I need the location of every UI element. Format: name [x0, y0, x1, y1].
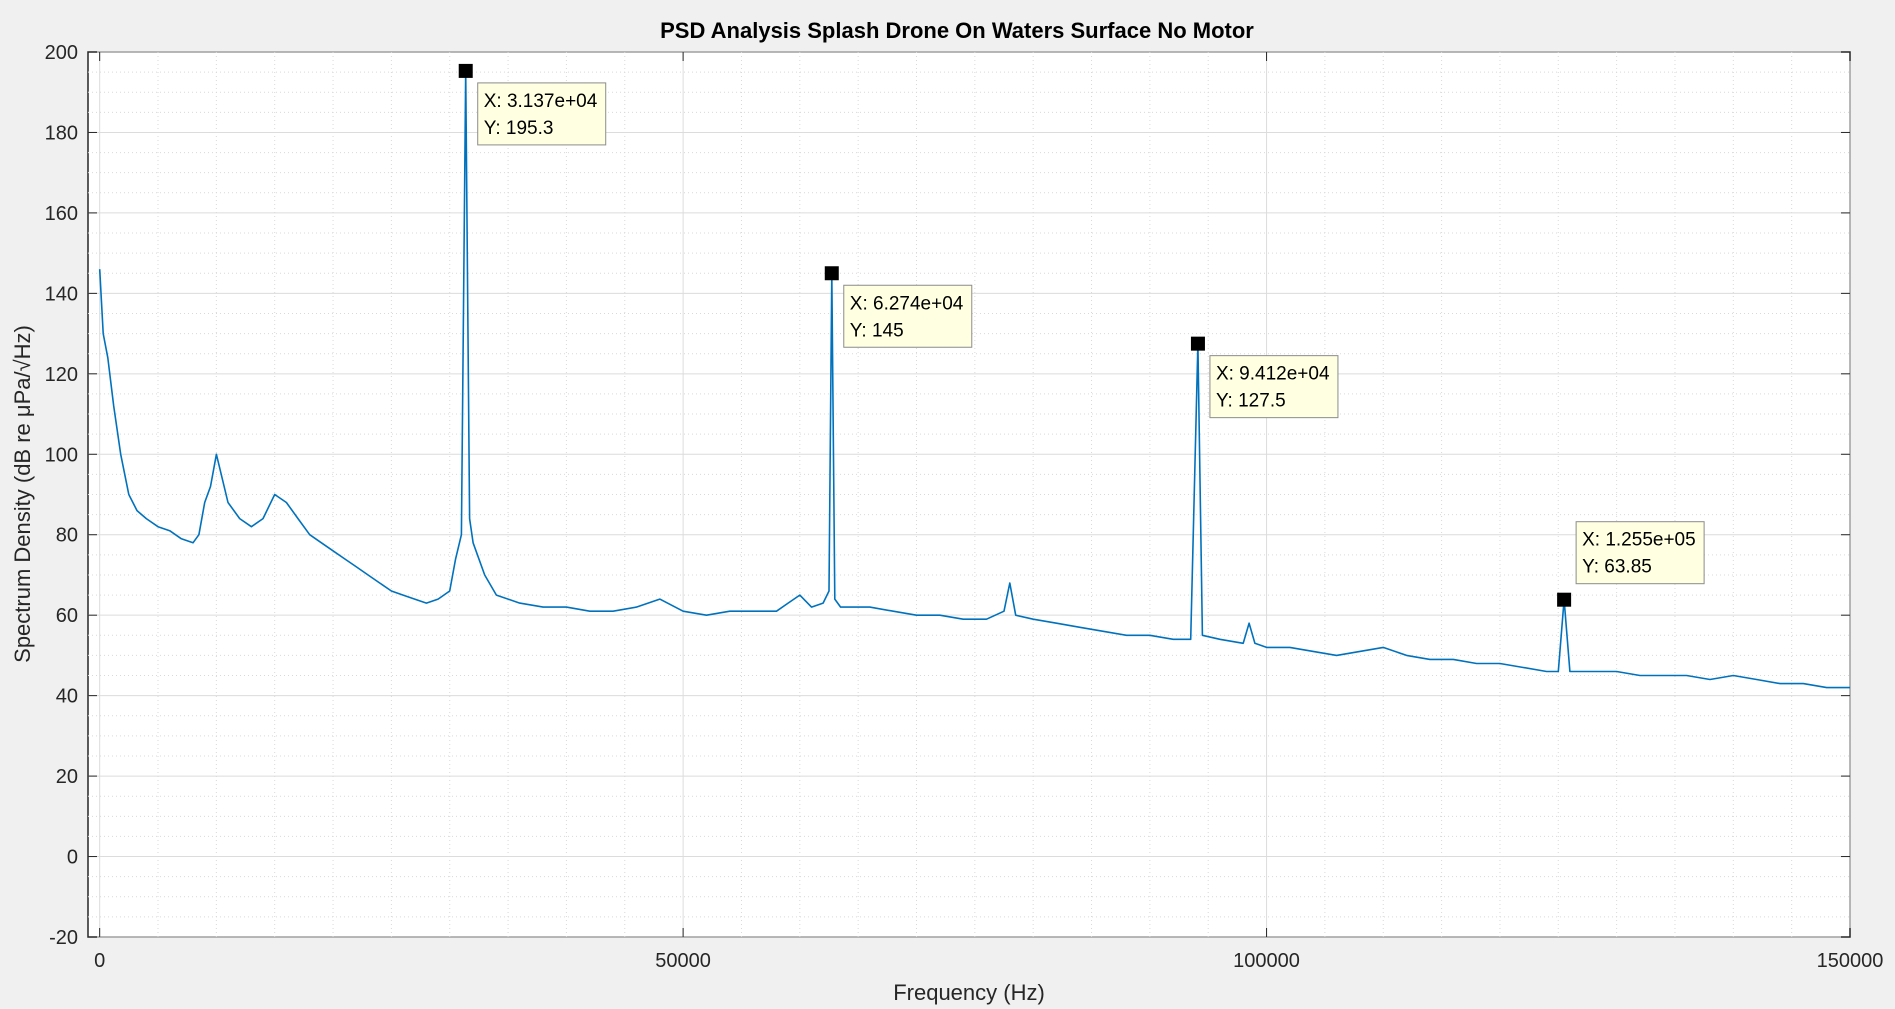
datatip-3[interactable]: X: 9.412e+04 Y: 127.5 [1190, 336, 1339, 419]
datatip-box [843, 284, 973, 348]
datatip-marker[interactable] [1557, 592, 1572, 607]
datatip-marker[interactable] [1190, 336, 1205, 351]
axis-ticks [88, 51, 1851, 938]
x-tick-label: 50000 [655, 950, 711, 972]
x-tick-label: 0 [94, 950, 105, 972]
datatip-x-label: X: 3.137e+04 [484, 91, 598, 112]
y-axis-title: Spectrum Density (dB re μPa/√Hz) [10, 325, 35, 663]
y-tick-label: 20 [56, 766, 78, 788]
tick-labels: 0 50000 100000 150000 -20 0 20 40 60 80 100 120 140 1… [45, 42, 1884, 972]
y-tick-label: 120 [45, 364, 78, 386]
datatip-y-label: Y: 195.3 [484, 118, 554, 139]
psd-series-line [98, 70, 1850, 689]
datatip-x-label: X: 9.412e+04 [1216, 364, 1330, 385]
datatip-4[interactable]: X: 1.255e+05 Y: 63.85 [1557, 521, 1705, 607]
x-tick-label: 100000 [1233, 950, 1300, 972]
y-tick-label: -20 [49, 927, 78, 949]
series-layer [98, 70, 1850, 689]
x-axis-title: Frequency (Hz) [893, 980, 1045, 1005]
datatip-marker[interactable] [458, 63, 473, 78]
y-tick-label: 40 [56, 686, 78, 708]
y-tick-label: 60 [56, 605, 78, 627]
datatip-box [1209, 355, 1339, 419]
datatip-x-label: X: 1.255e+05 [1582, 530, 1696, 551]
y-tick-label: 140 [45, 283, 78, 305]
datatip-y-label: Y: 145 [850, 320, 904, 341]
y-tick-label: 80 [56, 525, 78, 547]
y-tick-label: 0 [67, 847, 78, 869]
y-tick-label: 200 [45, 42, 78, 64]
datatip-marker[interactable] [824, 266, 839, 281]
datatip-y-label: Y: 127.5 [1216, 391, 1286, 412]
datatip-box [1575, 521, 1705, 585]
datatip-x-label: X: 6.274e+04 [850, 293, 964, 314]
minor-grid [88, 52, 1850, 937]
datatips-layer: X: 3.137e+04Y: 195.3X: 6.274e+04Y: 145X:… [458, 63, 1705, 607]
y-tick-label: 160 [45, 203, 78, 225]
chart-title: PSD Analysis Splash Drone On Waters Surf… [660, 18, 1254, 43]
datatip-box [477, 82, 607, 146]
y-tick-label: 100 [45, 444, 78, 466]
datatip-y-label: Y: 63.85 [1582, 557, 1652, 578]
y-tick-label: 180 [45, 122, 78, 144]
x-tick-label: 150000 [1817, 950, 1884, 972]
datatip-2[interactable]: X: 6.274e+04 Y: 145 [824, 266, 973, 348]
datatip-1[interactable]: X: 3.137e+04 Y: 195.3 [458, 63, 607, 146]
